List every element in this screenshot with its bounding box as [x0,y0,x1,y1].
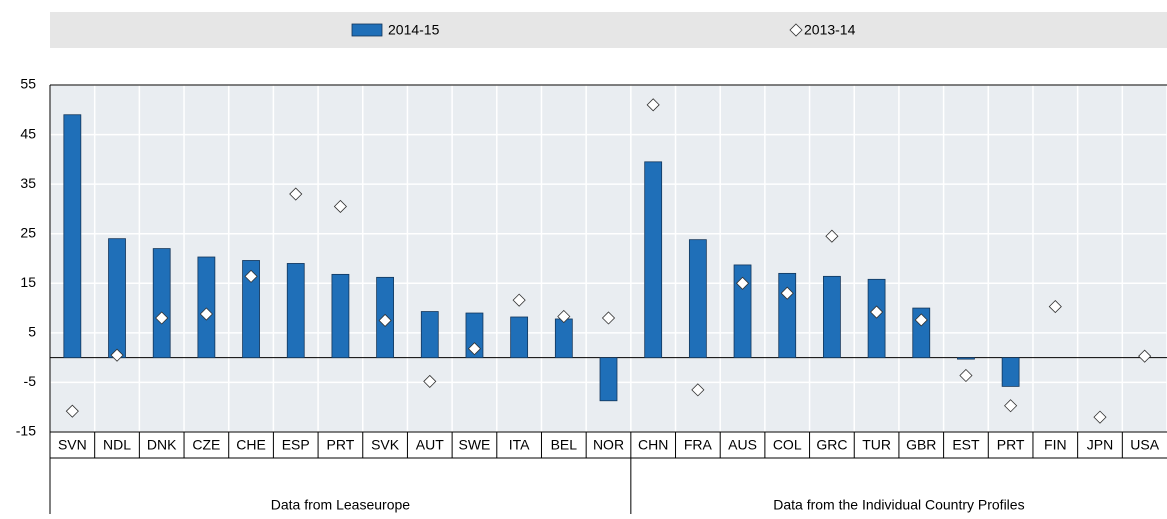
bar [152,248,171,359]
x-tick-label: FIN [1044,437,1067,453]
legend-label: 2014-15 [388,22,440,38]
diamond-marker [646,98,660,112]
group-label: Data from the Individual Country Profile… [773,497,1024,513]
bar [733,264,752,359]
bar [242,260,260,359]
bar [420,311,439,359]
diamond-marker [378,313,392,328]
diamond-marker [467,342,482,356]
x-tick-label: ITA [509,437,530,453]
diamond-marker [333,199,347,214]
diamond-marker [870,305,884,319]
x-tick-label: PRT [327,437,355,453]
bar [644,161,663,359]
x-tick-label: CHE [236,437,266,453]
x-tick-label: GRC [816,437,847,453]
x-tick-label: NDL [103,437,131,453]
diamond-marker [289,187,303,201]
diamond-marker [914,313,928,327]
diamond-marker [110,348,124,362]
x-tick-label: FRA [684,437,713,453]
y-tick-label: -5 [24,373,37,389]
diamond-marker [65,404,79,418]
legend-swatch [351,23,383,37]
legend-bg [50,12,1167,48]
bar [599,357,618,402]
x-tick-label: JPN [1087,437,1113,453]
bar [510,316,529,359]
bar [331,273,350,359]
x-tick-label: BEL [551,437,578,453]
group-label: Data from Leaseurope [271,497,411,513]
bar [554,318,573,359]
diamond-marker [1138,349,1152,363]
x-tick-label: DNK [147,437,177,453]
diamond-marker [199,307,213,321]
diamond-marker [825,229,839,243]
diamond-marker [155,311,169,325]
y-tick-label: 35 [20,175,36,191]
diamond-marker [1093,410,1107,424]
x-tick-label: PRT [997,437,1025,453]
x-tick-label: SVK [371,437,400,453]
y-tick-label: 15 [20,274,36,290]
diamond-marker [780,286,794,300]
x-tick-label: NOR [593,437,624,453]
bar [197,256,216,359]
x-tick-label: ESP [282,437,310,453]
diamond-marker [1048,300,1062,314]
x-tick-label: CHN [638,437,668,453]
x-tick-label: TUR [862,437,891,453]
bar [778,272,797,359]
legend-label: 2013-14 [804,22,856,38]
diamond-marker [1004,399,1018,413]
diamond-marker [735,276,750,290]
x-tick-label: SVN [58,437,87,453]
y-tick-label: 55 [20,76,36,92]
x-tick-label: COL [773,437,802,453]
x-tick-label: GBR [906,437,936,453]
bar [823,275,841,359]
x-tick-label: SWE [459,437,491,453]
legend-swatch [789,23,803,37]
x-tick-label: AUT [416,437,444,453]
bar [688,239,707,359]
diamond-marker [601,311,616,325]
diamond-marker [512,293,526,307]
bar [1001,357,1020,387]
diamond-marker [691,383,705,397]
diamond-marker [244,269,258,283]
y-tick-label: 25 [20,224,36,240]
y-tick-label: 45 [20,125,36,141]
bar [63,114,82,359]
x-tick-label: EST [952,437,980,453]
y-tick-label: -15 [16,423,36,439]
y-tick-label: 5 [28,324,36,340]
bar [108,238,126,359]
bar [957,357,975,360]
diamond-marker [557,309,571,324]
x-tick-label: CZE [192,437,220,453]
bar [286,263,305,359]
diamond-marker [423,374,437,389]
diamond-marker [959,368,973,383]
x-tick-label: USA [1130,437,1159,453]
x-tick-label: AUS [728,437,757,453]
